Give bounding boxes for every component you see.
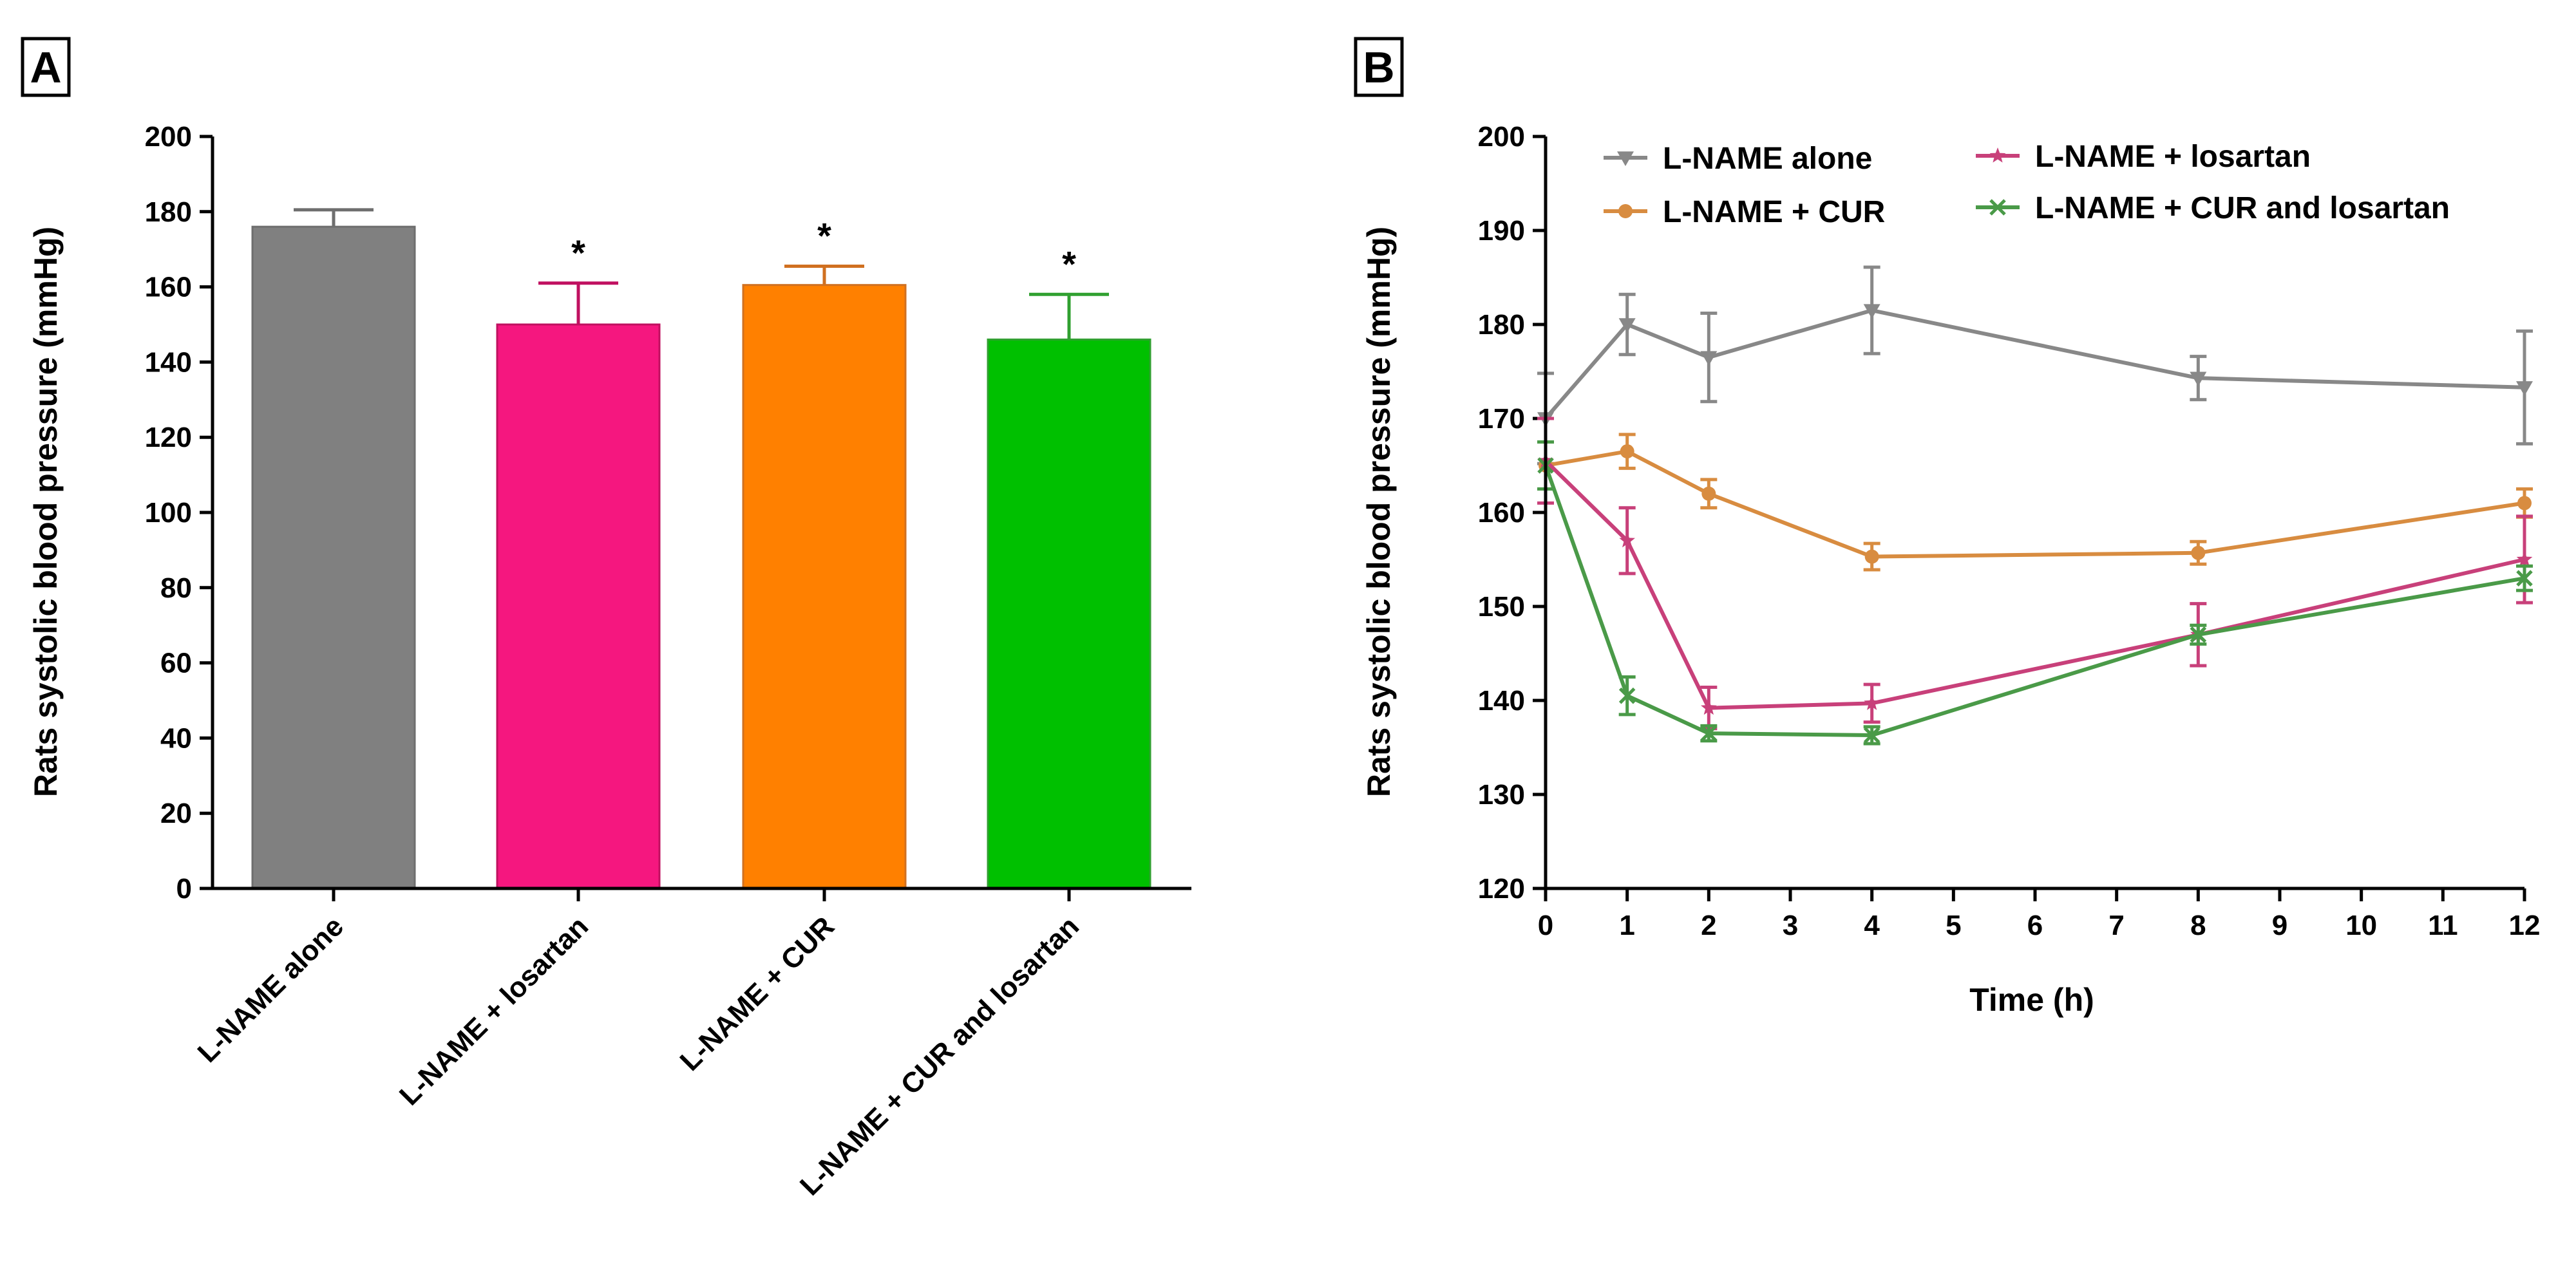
y-tick-label: 20 xyxy=(160,798,192,829)
panel-b-x-ticks: 0 1 2 3 4 5 6 7 8 9 10 11 12 xyxy=(1538,888,2541,941)
significance-marker: * xyxy=(571,232,585,273)
y-tick-label: 150 xyxy=(1478,591,1525,623)
significance-marker: * xyxy=(1062,243,1076,284)
y-tick-label: 60 xyxy=(160,648,192,679)
series-l-name-cur xyxy=(1537,433,2533,572)
panel-a-y-axis-title: Rats systolic blood pressure (mmHg) xyxy=(28,227,64,797)
significance-marker: * xyxy=(817,215,831,256)
x-tick-label: L-NAME + CUR xyxy=(674,910,840,1076)
data-point xyxy=(1864,549,1879,564)
y-tick-label: 160 xyxy=(1478,497,1525,529)
legend-marker xyxy=(1617,151,1634,166)
series-line xyxy=(1545,449,2525,559)
x-tick-label: L-NAME + losartan xyxy=(393,910,594,1111)
x-tick-label: 1 xyxy=(1619,910,1634,941)
y-tick-label: 120 xyxy=(145,422,192,453)
data-point xyxy=(1700,725,1718,742)
data-point xyxy=(1863,304,1880,319)
data-point xyxy=(2191,545,2206,560)
legend-label: L-NAME alone xyxy=(1663,142,1872,176)
y-tick-label: 140 xyxy=(1478,685,1525,717)
data-point xyxy=(1701,699,1717,715)
data-point xyxy=(2190,626,2207,643)
y-tick-label: 80 xyxy=(160,572,192,604)
data-point xyxy=(1864,695,1880,710)
x-tick-label: 8 xyxy=(2190,910,2206,941)
data-point xyxy=(1618,318,1636,333)
series-line xyxy=(1544,464,2525,738)
panel-a-bars: * * * xyxy=(251,208,1151,890)
data-point xyxy=(2516,570,2533,587)
bar xyxy=(987,338,1151,890)
x-tick-label: 9 xyxy=(2272,910,2287,941)
legend-marker xyxy=(1989,199,2006,216)
y-tick-label: 200 xyxy=(145,121,192,153)
y-tick-label: 120 xyxy=(1478,873,1525,905)
x-tick-label: 2 xyxy=(1701,910,1716,941)
panel-b-legend: L-NAME alone L-NAME + CUR L-NAME + losarta… xyxy=(1604,140,2450,229)
data-point xyxy=(1620,444,1634,459)
x-tick-label: 3 xyxy=(1783,910,1798,941)
y-tick-label: 160 xyxy=(145,272,192,303)
bar xyxy=(742,284,907,890)
y-tick-label: 40 xyxy=(160,722,192,754)
panel-b-y-ticks: 120 130 140 150 160 170 180 190 200 xyxy=(1478,121,1546,905)
panel-a-x-tick-labels: L-NAME alone L-NAME + losartan L-NAME + CU… xyxy=(192,888,1085,1202)
panel-b-series xyxy=(1537,265,2533,746)
y-tick-label: 130 xyxy=(1478,779,1525,811)
x-tick-label: 4 xyxy=(1864,910,1880,941)
legend-label: L-NAME + CUR and losartan xyxy=(2035,191,2450,225)
data-point xyxy=(2190,371,2207,387)
x-tick-label: 6 xyxy=(2027,910,2043,941)
y-tick-label: 200 xyxy=(1478,121,1525,153)
data-point xyxy=(1863,727,1880,744)
panel-b-line-chart: B Rats systolic blood pressure (mmHg) Ti… xyxy=(1354,37,2541,1018)
legend-marker xyxy=(1989,147,2006,163)
series-l-name-losartan xyxy=(1537,417,2533,731)
panel-a-y-ticks: 0 20 40 60 80 100 120 140 160 180 200 xyxy=(145,121,213,905)
y-tick-label: 190 xyxy=(1478,215,1525,247)
y-tick-label: 180 xyxy=(145,196,192,228)
legend-label: L-NAME + CUR xyxy=(1663,195,1885,229)
x-tick-label: L-NAME + CUR and losartan xyxy=(794,910,1085,1201)
legend-label: L-NAME + losartan xyxy=(2035,140,2311,174)
y-tick-label: 170 xyxy=(1478,403,1525,435)
bar xyxy=(251,225,416,890)
data-point xyxy=(1619,532,1635,548)
x-tick-label: 0 xyxy=(1538,910,1553,941)
x-tick-label: 5 xyxy=(1946,910,1961,941)
bar xyxy=(496,323,661,890)
y-tick-label: 0 xyxy=(176,873,192,905)
panel-b-label-box xyxy=(1354,37,1404,97)
data-point xyxy=(1618,687,1636,704)
legend-marker xyxy=(1618,204,1633,218)
x-tick-label: 12 xyxy=(2509,910,2541,941)
panel-a-bar-chart: A Rats systolic blood pressure (mmHg) 0 2… xyxy=(21,37,1191,1202)
data-point xyxy=(2516,381,2533,396)
y-tick-label: 100 xyxy=(145,497,192,529)
data-point xyxy=(1701,486,1716,501)
series-line xyxy=(1544,459,2525,710)
series-l-name-alone xyxy=(1537,265,2533,465)
x-tick-label: 10 xyxy=(2345,910,2377,941)
series-line xyxy=(1544,308,2525,420)
panel-b-x-axis-title: Time (h) xyxy=(1969,982,2094,1018)
data-point xyxy=(1700,351,1718,366)
panel-a-label: A xyxy=(30,43,61,92)
y-tick-label: 180 xyxy=(1478,309,1525,341)
data-point xyxy=(2517,496,2532,511)
data-point xyxy=(2516,551,2533,567)
x-tick-label: 11 xyxy=(2428,910,2458,941)
panel-a-label-box xyxy=(21,37,71,97)
panel-b-label: B xyxy=(1363,43,1394,92)
y-tick-label: 140 xyxy=(145,346,192,378)
x-tick-label: 7 xyxy=(2108,910,2124,941)
x-tick-label: L-NAME alone xyxy=(192,910,350,1069)
panel-b-y-axis-title: Rats systolic blood pressure (mmHg) xyxy=(1361,227,1397,797)
